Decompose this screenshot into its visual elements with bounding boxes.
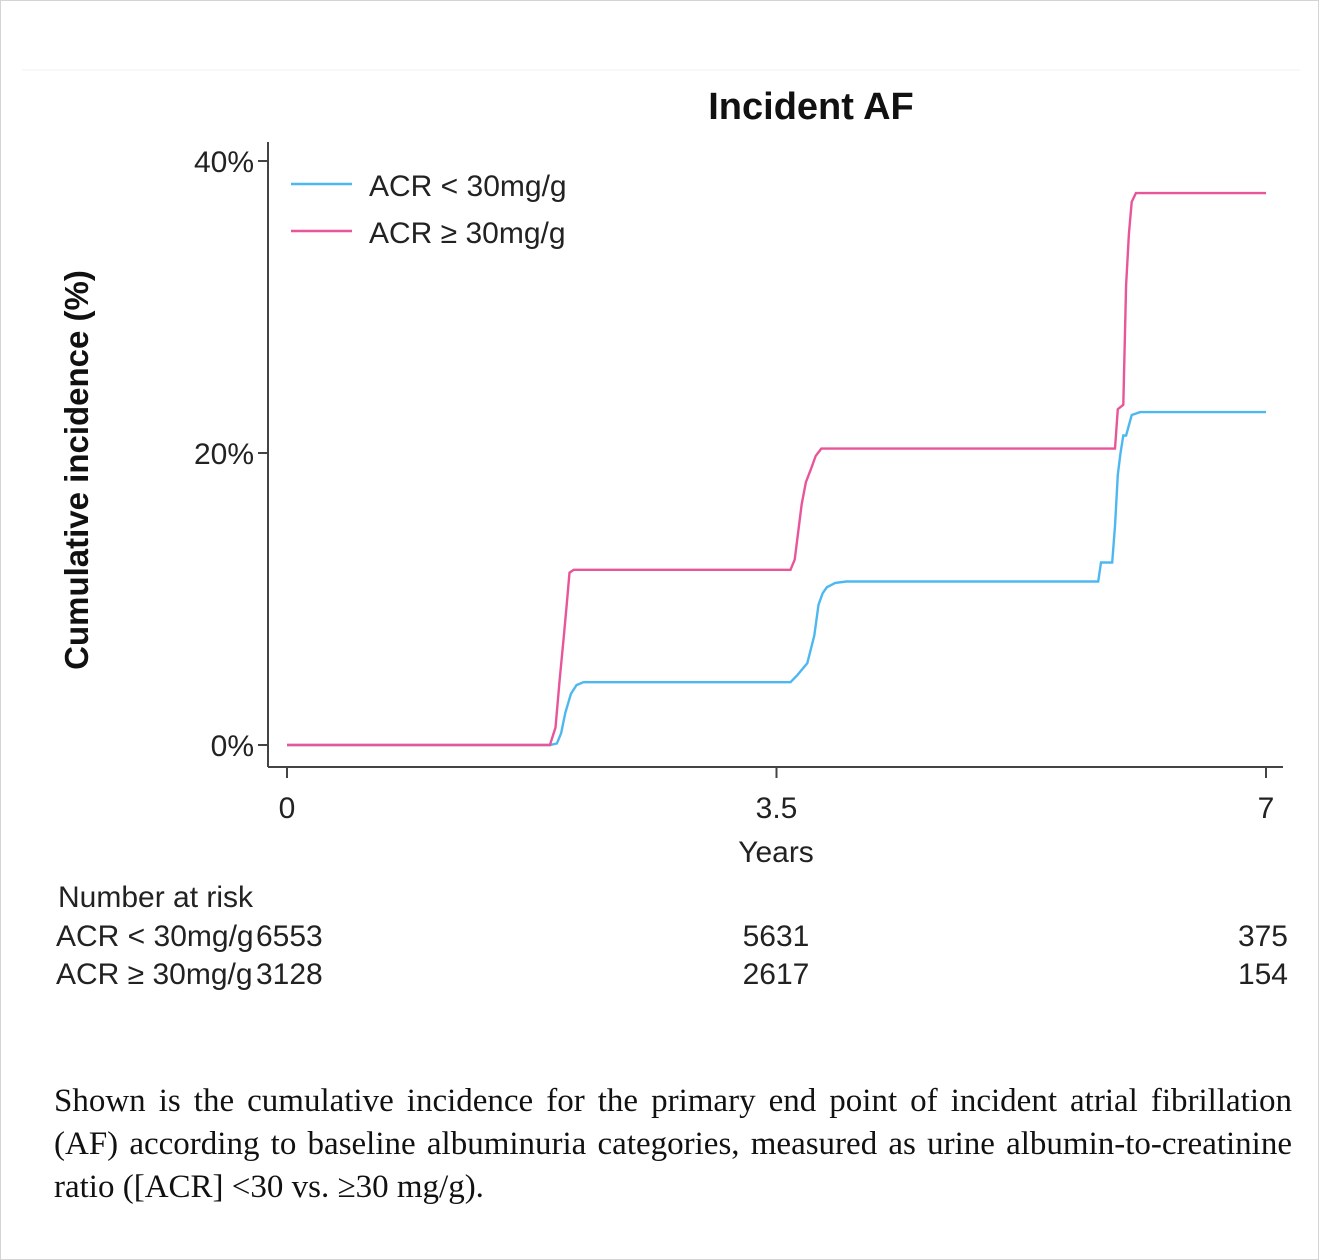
- risk-table-title: Number at risk: [58, 881, 254, 914]
- risk-value-acr-low-year-3-5: 5631: [743, 920, 810, 953]
- legend: ACR < 30mg/g ACR ≥ 30mg/g: [291, 170, 567, 250]
- risk-value-acr-low-year-7: 375: [1238, 920, 1288, 953]
- y-tick-label: 0%: [211, 730, 254, 763]
- risk-row-label-acr-high: ACR ≥ 30mg/g: [56, 958, 253, 991]
- series-line-acr-high: [287, 191, 1266, 747]
- y-ticks: 0% 20% 40%: [194, 146, 268, 763]
- y-tick-label: 40%: [194, 146, 254, 179]
- risk-value-acr-low-year-0: 6553: [256, 920, 323, 953]
- x-ticks: 0 3.5 7: [279, 767, 1275, 825]
- cumulative-incidence-chart: Incident AF Cumulative incidence (%) 0% 2…: [22, 69, 1300, 991]
- y-tick-label: 20%: [194, 438, 254, 471]
- risk-row-label-acr-low: ACR < 30mg/g: [56, 920, 254, 953]
- risk-value-acr-high-year-7: 154: [1238, 958, 1288, 991]
- x-axis-label: Years: [738, 836, 814, 869]
- y-axis-label: Cumulative incidence (%): [58, 270, 95, 670]
- x-tick-label: 3.5: [756, 792, 798, 825]
- legend-label-acr-high: ACR ≥ 30mg/g: [369, 217, 566, 250]
- chart-title: Incident AF: [708, 86, 913, 128]
- x-tick-label: 0: [279, 792, 296, 825]
- series-line-acr-low: [287, 410, 1266, 747]
- risk-table: Number at risk ACR < 30mg/g 6553 5631 37…: [56, 881, 1288, 991]
- risk-value-acr-high-year-0: 3128: [256, 958, 323, 991]
- x-tick-label: 7: [1258, 792, 1275, 825]
- figure-caption: Shown is the cumulative incidence for th…: [54, 1083, 1292, 1205]
- legend-label-acr-low: ACR < 30mg/g: [369, 170, 567, 203]
- risk-value-acr-high-year-3-5: 2617: [743, 958, 810, 991]
